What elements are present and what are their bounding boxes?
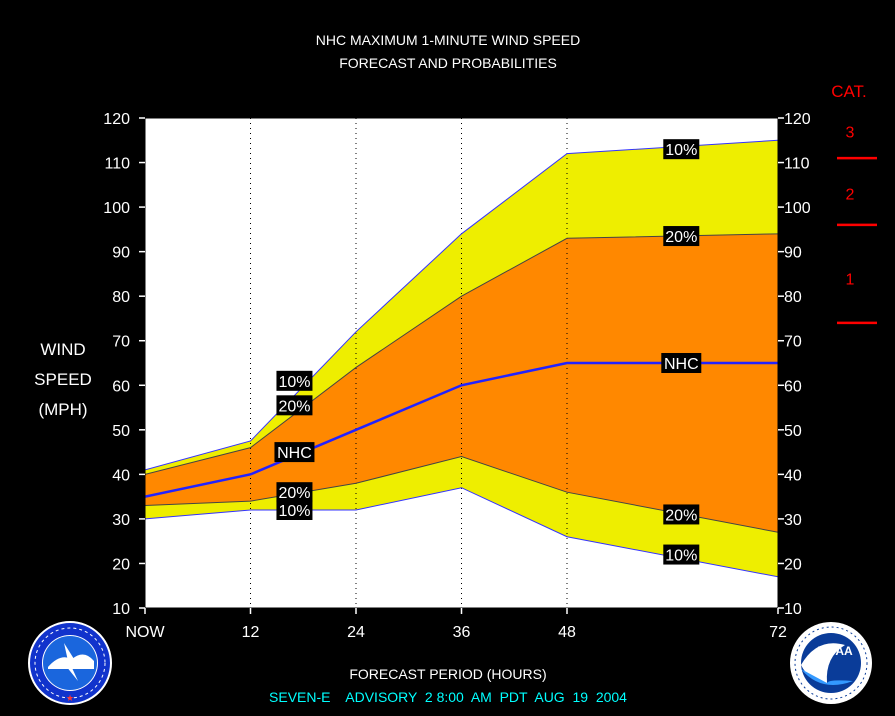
chart-title-line1: NHC MAXIMUM 1-MINUTE WIND SPEED — [316, 32, 580, 48]
x-tick-label: 72 — [769, 624, 787, 641]
y-label-line1: WIND — [40, 340, 85, 359]
y-axis-right: 10 20 30 40 50 60 70 80 90 100 110 120 — [778, 111, 811, 618]
annotation-label: NHC — [664, 356, 699, 373]
x-axis: NOW 12 24 36 48 72 — [125, 608, 787, 641]
category-label: 3 — [846, 124, 855, 141]
y-tick-label: 90 — [112, 245, 130, 262]
y-axis-left: 10 20 30 40 50 60 70 80 90 100 110 120 — [103, 111, 145, 618]
y-tick-label: 120 — [103, 111, 130, 128]
svg-text:NOAA: NOAA — [817, 644, 853, 658]
annotation-box — [276, 395, 313, 416]
y-tick-label: 100 — [103, 200, 130, 217]
x-tick-label: 24 — [347, 624, 365, 641]
y-tick-label: 20 — [112, 556, 130, 573]
annotation-label: 20% — [665, 507, 697, 524]
y-label-line3: (MPH) — [38, 400, 87, 419]
nws-logo: ★ — [28, 621, 112, 705]
annotation-box — [276, 482, 313, 503]
annotation-box — [661, 353, 702, 373]
y-tick-label-right: 110 — [784, 156, 810, 173]
y-tick-label: 80 — [112, 289, 130, 306]
y-tick-label-right: 20 — [784, 556, 802, 573]
series-lines — [145, 139, 778, 578]
y-tick-label-right: 100 — [784, 200, 811, 217]
annotation-label: 10% — [278, 503, 310, 520]
series-line-lower-10 — [145, 487, 778, 578]
y-tick-label-right: 90 — [784, 245, 802, 262]
x-tick-label: 36 — [453, 624, 471, 641]
category-title: CAT. — [831, 82, 867, 101]
annotation-label: 10% — [665, 142, 697, 159]
y-tick-label: 110 — [104, 156, 130, 173]
annotation-label: NHC — [277, 445, 312, 462]
y-tick-label-right: 50 — [784, 423, 802, 440]
annotation-label: 20% — [278, 485, 310, 502]
y-tick-label: 60 — [112, 378, 130, 395]
annotation-label: 10% — [665, 548, 697, 565]
y-tick-label-right: 10 — [784, 601, 802, 618]
annotation-label: 20% — [278, 398, 310, 415]
series-line-upper-20 — [145, 233, 778, 475]
svg-text:★: ★ — [66, 693, 74, 703]
y-tick-label-right: 30 — [784, 512, 802, 529]
y-tick-label: 70 — [112, 334, 130, 351]
annotation-label: 10% — [278, 374, 310, 391]
category-scale: 3 2 1 — [837, 124, 877, 325]
annotation-box — [274, 442, 315, 463]
chart-title-line2: FORECAST AND PROBABILITIES — [339, 55, 557, 71]
category-label: 1 — [846, 271, 855, 288]
y-tick-label-right: 60 — [784, 378, 802, 395]
category-label: 2 — [846, 187, 855, 204]
series-line-upper-10 — [145, 139, 778, 471]
advisory-line: SEVEN-E ADVISORY 2 8:00 AM PDT AUG 19 20… — [269, 689, 627, 705]
annotation-label: 20% — [665, 229, 697, 246]
y-tick-label-right: 70 — [784, 334, 802, 351]
y-tick-label: 40 — [112, 467, 130, 484]
annotation-box — [276, 370, 313, 391]
y-tick-label-right: 40 — [784, 467, 802, 484]
noaa-logo: NOAA — [790, 622, 872, 704]
annotation-box — [663, 544, 700, 565]
series-line-nhc — [145, 361, 778, 498]
series-line-lower-20 — [145, 456, 778, 533]
y-tick-label-right: 80 — [784, 289, 802, 306]
annotation-box — [663, 226, 700, 247]
x-tick-label: 48 — [558, 624, 576, 641]
y-tick-label-right: 120 — [784, 111, 811, 128]
x-tick-label: NOW — [125, 624, 165, 641]
annotation-box — [663, 504, 700, 525]
y-label-line2: SPEED — [34, 370, 92, 389]
annotation-box — [663, 139, 700, 160]
x-tick-label: 12 — [242, 624, 260, 641]
x-axis-label: FORECAST PERIOD (HOURS) — [349, 666, 546, 682]
y-tick-label: 30 — [112, 512, 130, 529]
annotation-box — [276, 500, 313, 520]
y-tick-label: 50 — [112, 423, 130, 440]
y-tick-label: 10 — [112, 601, 130, 618]
